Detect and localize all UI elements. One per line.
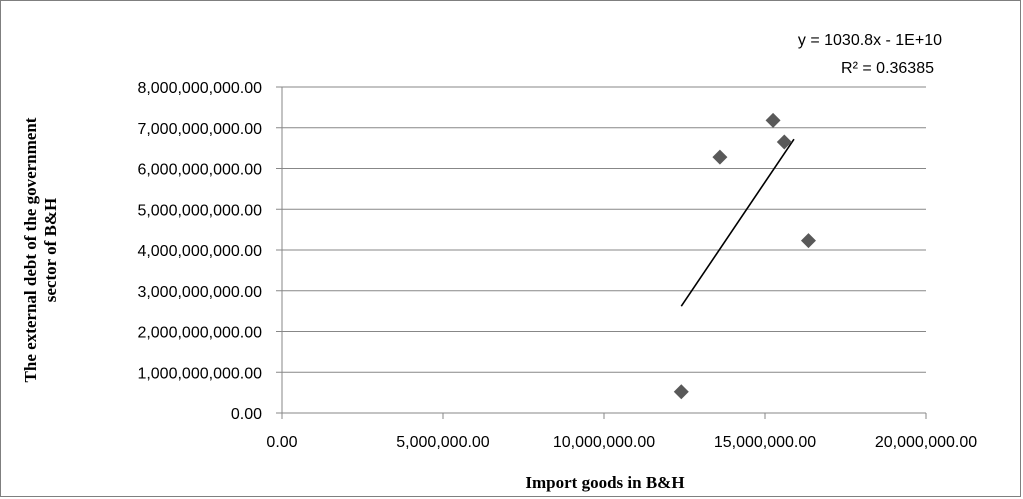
axes — [276, 86, 927, 419]
data-point — [776, 134, 792, 150]
y-tick-label: 8,000,000,000.00 — [137, 80, 262, 97]
y-tick-label: 4,000,000,000.00 — [137, 243, 262, 260]
y-tick-label: 5,000,000,000.00 — [137, 202, 262, 219]
y-tick-label: 1,000,000,000.00 — [137, 365, 262, 382]
trendline-r-squared: R² = 0.36385 — [841, 60, 934, 77]
y-tick-label: 0.00 — [231, 406, 262, 423]
y-axis-title-line-1: The external debt of the government — [21, 117, 40, 382]
x-tick-label: 0.00 — [266, 434, 297, 451]
y-tick-label: 3,000,000,000.00 — [137, 284, 262, 301]
tick-labels: 0.00 1,000,000,000.00 2,000,000,000.00 3,00… — [137, 80, 977, 451]
x-tick-label: 10,000,000.00 — [553, 434, 655, 451]
y-tick-label: 6,000,000,000.00 — [137, 162, 262, 179]
y-tick-label: 7,000,000,000.00 — [137, 121, 262, 138]
x-axis-title: Import goods in B&H — [525, 473, 684, 492]
x-tick-label: 5,000,000.00 — [396, 434, 490, 451]
trendline-equation: y = 1030.8x - 1E+10 — [798, 32, 942, 49]
data-points — [673, 112, 816, 400]
y-tick-label: 2,000,000,000.00 — [137, 325, 262, 342]
data-point — [800, 233, 816, 249]
gridlines — [282, 86, 926, 373]
trendline-layer — [680, 138, 795, 307]
data-point — [673, 384, 689, 400]
data-point — [765, 112, 781, 128]
x-tick-label: 20,000,000.00 — [875, 434, 977, 451]
x-tick-label: 15,000,000.00 — [714, 434, 816, 451]
y-axis-title-line-2: sector of B&H — [41, 198, 60, 303]
trendline — [680, 138, 795, 307]
data-point — [712, 149, 728, 165]
